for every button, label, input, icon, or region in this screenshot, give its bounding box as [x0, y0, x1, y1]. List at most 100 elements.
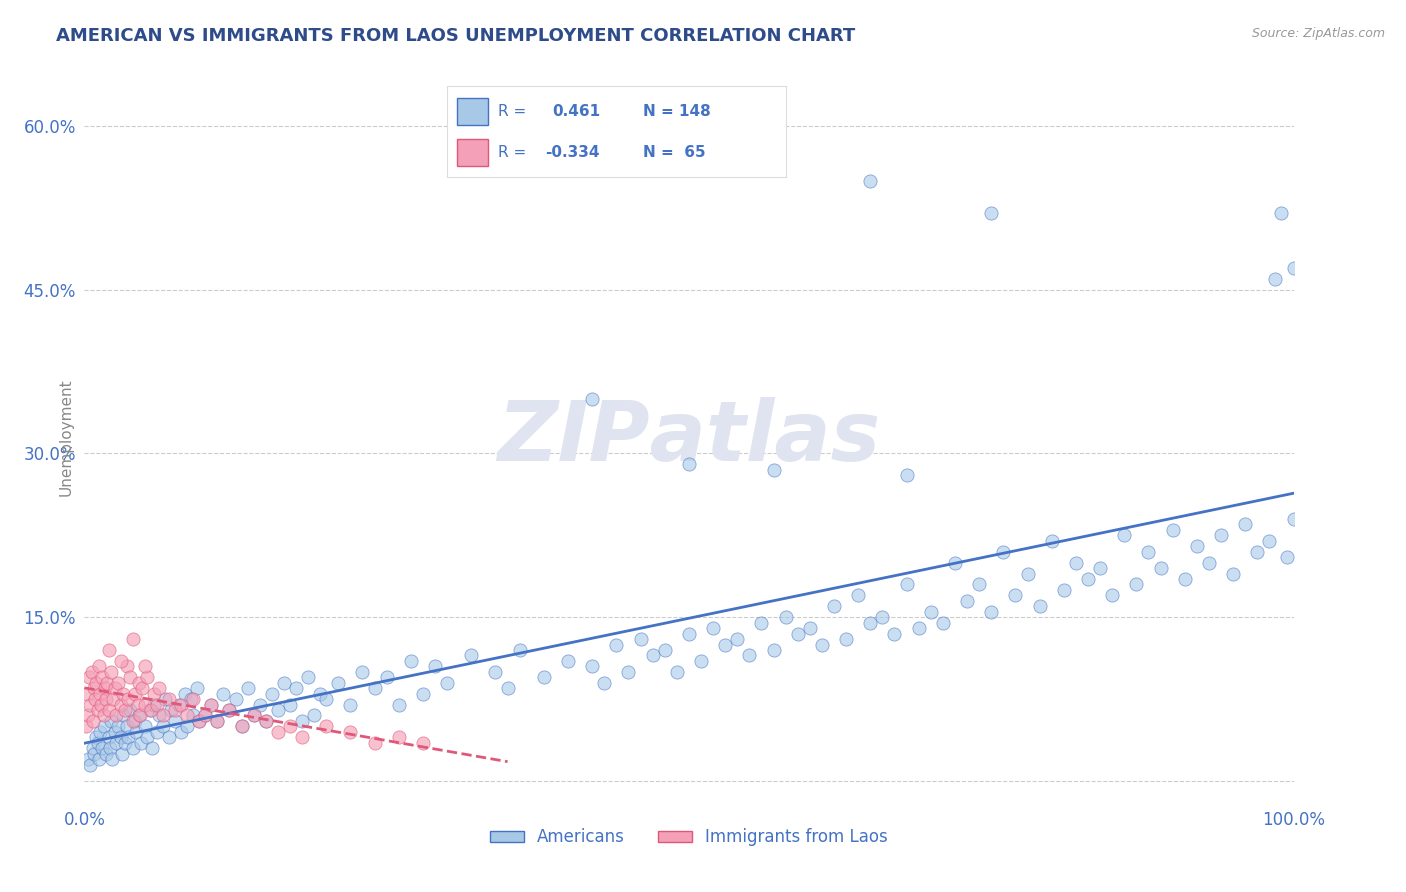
Point: [872, 610, 894, 624]
Legend: Americans, Immigrants from Laos: Americans, Immigrants from Laos: [484, 822, 894, 853]
Point: [267, 703, 290, 717]
Point: [89, 687, 111, 701]
Point: [249, 698, 271, 712]
Point: [932, 615, 955, 630]
Point: [165, 714, 187, 728]
Point: [375, 670, 398, 684]
Point: [617, 665, 640, 679]
Point: [363, 736, 385, 750]
Point: [117, 731, 139, 745]
Point: [186, 681, 208, 695]
Point: [1222, 566, 1244, 581]
Point: [641, 648, 664, 663]
Point: [896, 577, 918, 591]
Point: [388, 731, 411, 745]
Point: [1017, 566, 1039, 581]
Point: [160, 703, 183, 717]
Point: [121, 741, 143, 756]
Point: [127, 698, 149, 712]
Point: [254, 714, 277, 728]
Y-axis label: Unemployment: Unemployment: [58, 378, 73, 496]
Point: [1053, 582, 1076, 597]
Point: [859, 173, 882, 187]
Point: [194, 708, 217, 723]
Point: [212, 687, 235, 701]
Point: [557, 654, 579, 668]
Point: [1277, 550, 1299, 565]
Point: [83, 747, 105, 761]
Point: [846, 588, 869, 602]
Point: [328, 675, 350, 690]
Point: [167, 698, 190, 712]
Point: [82, 714, 104, 728]
Point: [1174, 572, 1197, 586]
Point: [218, 703, 240, 717]
Point: [225, 692, 247, 706]
Point: [980, 605, 1002, 619]
Point: [678, 626, 700, 640]
Point: [107, 675, 129, 690]
Point: [176, 719, 198, 733]
Point: [1234, 517, 1257, 532]
Point: [180, 692, 202, 706]
Point: [194, 708, 217, 723]
Point: [91, 670, 114, 684]
Point: [136, 731, 159, 745]
Point: [1161, 523, 1184, 537]
Point: [124, 714, 146, 728]
Point: [859, 615, 882, 630]
Point: [484, 665, 506, 679]
Point: [339, 698, 361, 712]
Point: [83, 681, 105, 695]
Point: [82, 741, 104, 756]
Point: [89, 724, 111, 739]
Point: [165, 703, 187, 717]
Point: [352, 665, 374, 679]
Point: [1258, 533, 1281, 548]
Point: [77, 708, 100, 723]
Point: [956, 594, 979, 608]
Point: [76, 687, 98, 701]
Point: [77, 752, 100, 766]
Point: [231, 719, 253, 733]
Point: [110, 654, 132, 668]
Point: [260, 687, 283, 701]
Point: [157, 692, 180, 706]
Point: [811, 638, 834, 652]
Point: [835, 632, 858, 646]
Point: [1246, 545, 1268, 559]
Point: [114, 703, 136, 717]
Point: [1077, 572, 1099, 586]
Text: ZIP​atlas: ZIP​atlas: [498, 397, 880, 477]
Point: [1282, 512, 1305, 526]
Point: [883, 626, 905, 640]
Point: [134, 719, 156, 733]
Point: [920, 605, 942, 619]
Point: [148, 681, 170, 695]
Point: [107, 719, 129, 733]
Point: [460, 648, 482, 663]
Point: [273, 675, 295, 690]
Point: [242, 708, 264, 723]
Point: [80, 665, 103, 679]
Point: [1101, 588, 1123, 602]
Point: [120, 670, 142, 684]
Point: [1270, 206, 1292, 220]
Point: [112, 687, 135, 701]
Point: [236, 681, 259, 695]
Point: [173, 687, 195, 701]
Point: [786, 626, 808, 640]
Point: [762, 463, 785, 477]
Point: [188, 714, 211, 728]
Point: [115, 719, 138, 733]
Point: [980, 206, 1002, 220]
Point: [101, 752, 124, 766]
Point: [143, 698, 166, 712]
Point: [363, 681, 385, 695]
Point: [90, 698, 112, 712]
Point: [291, 731, 314, 745]
Point: [97, 731, 120, 745]
Point: [751, 615, 773, 630]
Point: [114, 736, 136, 750]
Point: [146, 698, 169, 712]
